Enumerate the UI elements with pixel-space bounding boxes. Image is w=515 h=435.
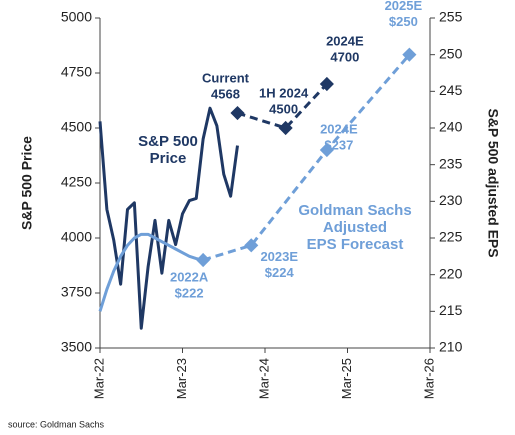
y2-tick-label: 225	[439, 229, 463, 245]
point-label: 2024E	[320, 121, 358, 136]
marker	[319, 142, 334, 158]
y2-tick-label: 255	[439, 9, 463, 25]
y2-tick-label: 250	[439, 45, 463, 61]
point-label: Current	[202, 70, 250, 85]
y-tick-label: 4000	[61, 229, 92, 245]
y2-tick-label: 215	[439, 302, 463, 318]
annotation: Adjusted	[323, 219, 387, 236]
x-tick-label: Mar-24	[256, 358, 271, 399]
y2-tick-label: 210	[439, 339, 463, 355]
point-label: 2023E	[260, 249, 298, 264]
annotation: Price	[150, 150, 187, 167]
y2-tick-label: 240	[439, 119, 463, 135]
x-tick-label: Mar-26	[421, 358, 436, 399]
x-tick-label: Mar-25	[339, 358, 354, 399]
marker	[244, 238, 259, 253]
y2-axis-label: S&P 500 adjusted EPS	[485, 108, 501, 257]
point-label: 2025E	[385, 0, 423, 13]
marker	[230, 105, 245, 121]
point-label: 2024E	[326, 33, 364, 48]
y-tick-label: 4750	[61, 64, 92, 80]
data-label: $237	[324, 137, 353, 152]
marker	[402, 47, 417, 62]
y2-tick-label: 235	[439, 155, 463, 171]
data-label: 4700	[330, 49, 359, 64]
y2-tick-label: 220	[439, 265, 463, 281]
y-tick-label: 3500	[61, 339, 92, 355]
data-label: $222	[175, 285, 204, 300]
y2-tick-label: 230	[439, 192, 463, 208]
y-tick-label: 4250	[61, 174, 92, 190]
y-tick-label: 4500	[61, 119, 92, 135]
annotation: S&P 500	[138, 133, 198, 150]
data-label: $250	[389, 14, 418, 29]
point-label: 2022A	[170, 269, 209, 284]
marker	[278, 120, 293, 136]
marker	[196, 252, 211, 268]
y-tick-label: 5000	[61, 9, 92, 25]
series-line	[98, 232, 204, 312]
series-line	[98, 106, 239, 330]
point-label: 1H 2024	[259, 85, 309, 100]
data-label: 4568	[211, 86, 240, 101]
y2-tick-label: 245	[439, 82, 463, 98]
series-line	[202, 53, 411, 262]
y-tick-label: 3750	[61, 284, 92, 300]
data-label: $224	[265, 265, 295, 280]
annotation: EPS Forecast	[307, 236, 404, 253]
source: source: Goldman Sachs	[8, 419, 105, 429]
series-line	[237, 82, 328, 130]
x-tick-label: Mar-23	[174, 358, 189, 399]
annotation: Goldman Sachs	[298, 202, 411, 219]
y-axis-label: S&P 500 Price	[19, 136, 35, 230]
x-tick-label: Mar-22	[91, 358, 106, 399]
marker	[319, 76, 334, 92]
data-label: 4500	[269, 101, 298, 116]
